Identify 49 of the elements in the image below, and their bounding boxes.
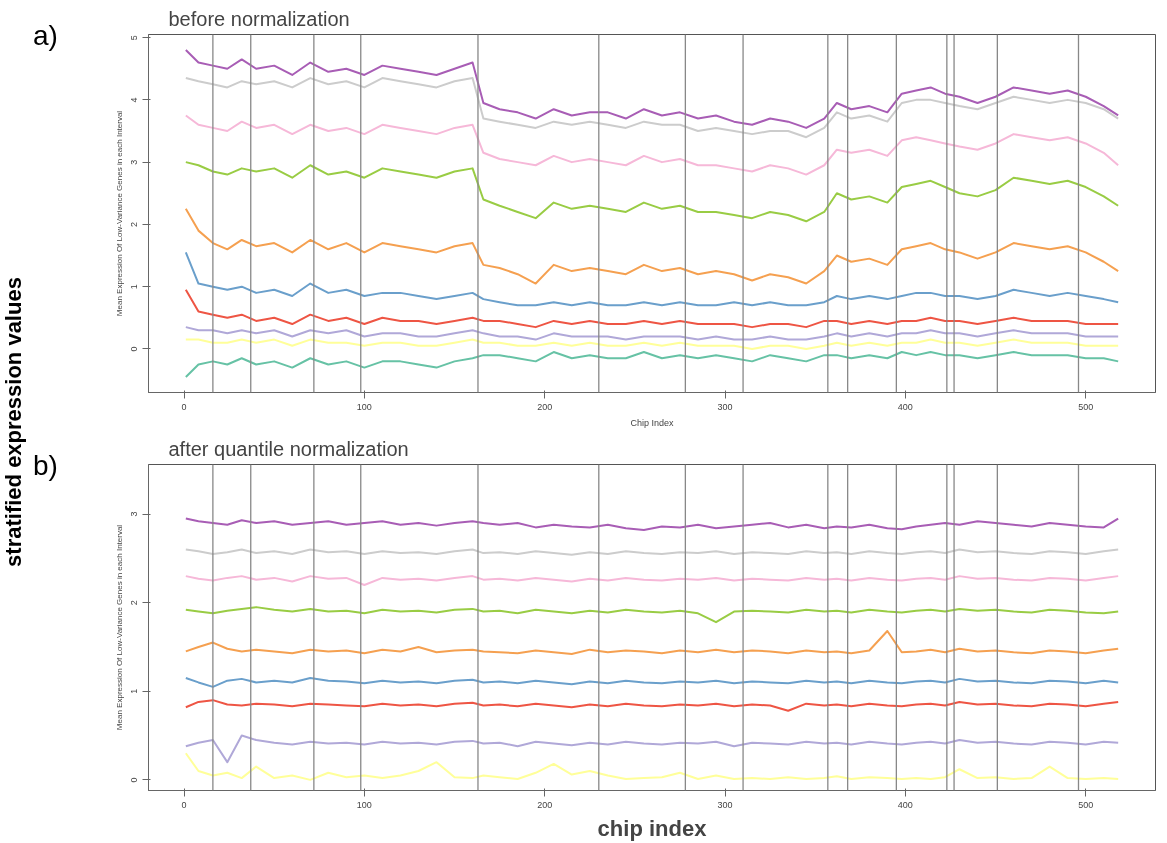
y-axis-title: Mean Expression Of Low-Variance Genes in each Interval bbox=[114, 110, 124, 317]
line-series bbox=[184, 734, 1120, 764]
y-tick-label: 5 bbox=[129, 35, 140, 41]
x-tick-label: 100 bbox=[356, 401, 372, 412]
y-tick-label: 3 bbox=[129, 159, 140, 165]
x-tick-label: 0 bbox=[181, 799, 187, 810]
line-series bbox=[184, 676, 1120, 688]
text: stratified expression values bbox=[1, 277, 26, 567]
y-tick-label: 1 bbox=[129, 688, 140, 694]
text: b) bbox=[33, 450, 58, 481]
x-tick-label: 400 bbox=[897, 799, 913, 810]
x-tick-label: 500 bbox=[1078, 799, 1094, 810]
line-series bbox=[184, 251, 1120, 307]
line-series bbox=[184, 207, 1120, 285]
line-series bbox=[184, 699, 1120, 712]
y-axis-title: Mean Expression Of Low-Variance Genes in each Interval bbox=[114, 524, 124, 731]
chart-title: after quantile normalization bbox=[168, 437, 409, 460]
x-tick-label: 0 bbox=[181, 401, 187, 412]
line-series bbox=[184, 288, 1120, 329]
x-tick-label: 200 bbox=[537, 401, 553, 412]
line-series bbox=[184, 161, 1120, 223]
y-tick-label: 0 bbox=[129, 777, 140, 783]
y-tick-label: 0 bbox=[129, 346, 140, 352]
x-tick-label: 500 bbox=[1078, 401, 1094, 412]
line-series bbox=[184, 326, 1120, 341]
x-tick-label: 300 bbox=[717, 799, 733, 810]
line-series bbox=[184, 517, 1120, 532]
line-series bbox=[184, 351, 1120, 378]
line-series bbox=[184, 49, 1120, 129]
line-series bbox=[184, 630, 1120, 656]
x-axis-title: chip index bbox=[597, 815, 708, 841]
line-series bbox=[184, 77, 1120, 139]
x-tick-label: 400 bbox=[897, 401, 913, 412]
y-tick-label: 3 bbox=[129, 511, 140, 517]
y-tick-label: 2 bbox=[129, 221, 140, 227]
x-tick-label: 100 bbox=[356, 799, 372, 810]
line-series bbox=[184, 338, 1120, 350]
y-tick-label: 1 bbox=[129, 284, 140, 290]
x-tick-label: 200 bbox=[537, 799, 553, 810]
line-series bbox=[184, 114, 1120, 176]
line-series bbox=[184, 606, 1120, 624]
text: a) bbox=[33, 20, 58, 51]
chart-title: before normalization bbox=[168, 7, 350, 30]
line-series bbox=[184, 752, 1120, 781]
x-tick-label: 300 bbox=[717, 401, 733, 412]
y-tick-label: 2 bbox=[129, 600, 140, 606]
x-axis-title: Chip Index bbox=[630, 417, 675, 428]
line-series bbox=[184, 575, 1120, 586]
y-tick-label: 4 bbox=[129, 97, 140, 103]
